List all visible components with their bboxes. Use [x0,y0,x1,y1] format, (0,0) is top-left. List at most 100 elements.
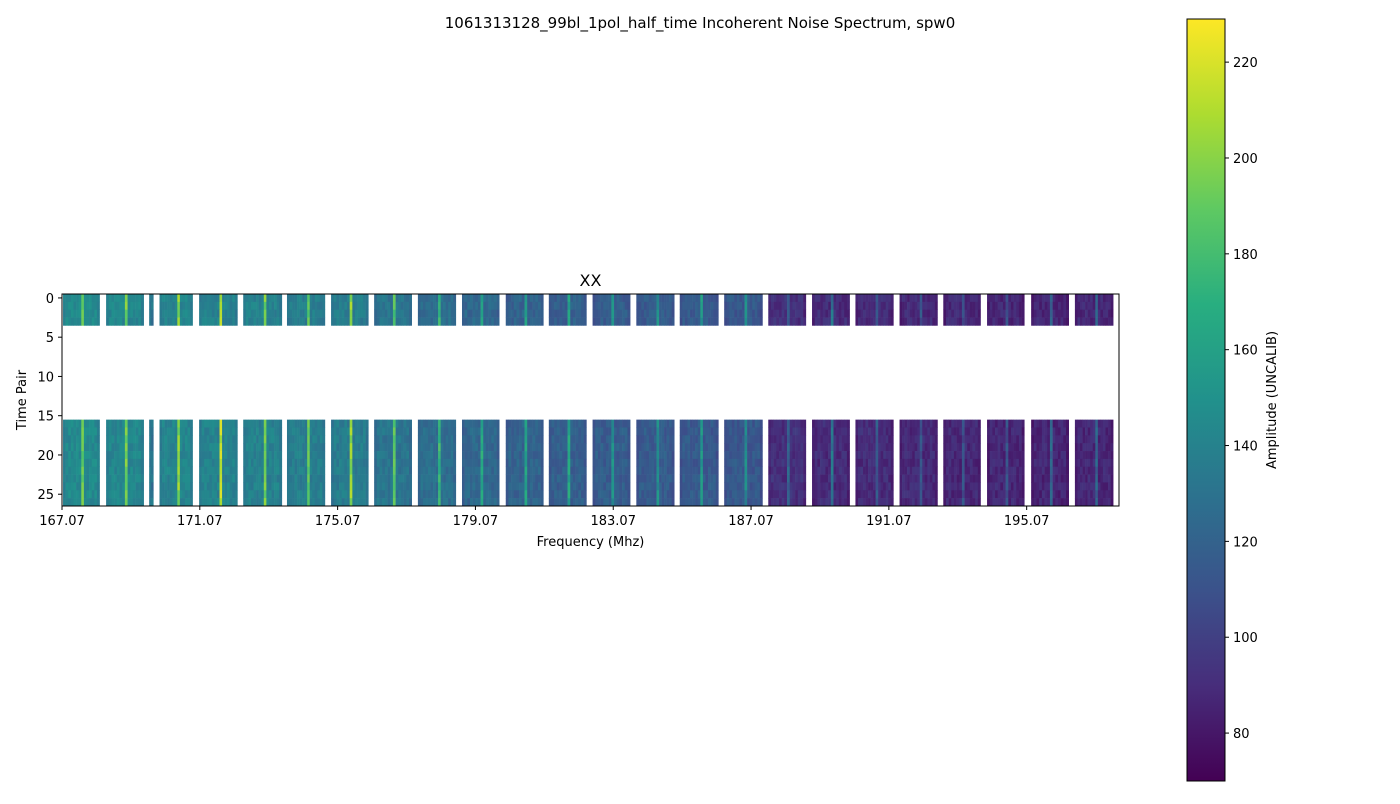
heatmap-cell [1033,294,1037,303]
heatmap-cell [83,474,87,483]
heatmap-cell [461,301,465,310]
heatmap-cell [135,294,139,303]
heatmap-cell [201,419,205,428]
heatmap-cell [184,427,188,436]
heatmap-cell [261,317,265,326]
heatmap-cell [1031,301,1035,310]
heatmap-cell [822,474,826,483]
heatmap-cell [656,443,660,452]
heatmap-cell [710,474,714,483]
heatmap-cell [997,443,1001,452]
heatmap-cell [927,309,931,318]
heatmap-cell [726,419,730,428]
heatmap-cell [687,474,691,483]
heatmap-cell [956,458,960,468]
heatmap-cell [646,301,650,310]
heatmap-cell [627,498,631,507]
heatmap-cell [279,458,283,468]
heatmap-cell [398,294,402,303]
heatmap-cell [836,294,840,303]
heatmap-cell [130,451,134,460]
heatmap-cell [279,301,283,310]
heatmap-cell [1066,451,1069,460]
heatmap-cell [190,294,193,303]
heatmap-cell [924,490,928,499]
heatmap-cell [302,419,305,428]
heatmap-cell [820,317,824,326]
heatmap-cell [89,474,93,483]
heatmap-cell [261,498,265,507]
heatmap-cell [554,294,558,303]
heatmap-cell [263,419,267,428]
heatmap-cell [715,498,719,507]
heatmap-cell [757,451,761,460]
heatmap-cell [253,419,257,428]
heatmap-cell [76,309,79,318]
heatmap-cell [1031,451,1035,460]
heatmap-cell [885,482,889,491]
heatmap-cell [551,451,555,460]
heatmap-cell [661,490,665,499]
heatmap-cell [211,435,215,444]
heatmap-cell [912,490,915,499]
heatmap-cell [890,301,894,310]
heatmap-cell [349,317,353,326]
heatmap-cell [556,474,560,483]
heatmap-cell [708,419,711,428]
heatmap-cell [846,309,850,318]
heatmap-cell [263,482,267,491]
heatmap-cell [450,301,454,310]
heatmap-cell [540,498,544,507]
heatmap-cell [838,309,842,318]
heatmap-cell [992,451,996,460]
heatmap-cell [73,419,77,428]
heatmap-cell [508,490,512,499]
channel-block [592,419,631,507]
heatmap-cell [922,482,926,491]
heatmap-cell [564,466,568,475]
heatmap-cell [271,451,275,460]
heatmap-cell [428,482,431,491]
heatmap-cell [108,490,112,499]
heatmap-cell [972,294,976,303]
heatmap-cell [833,451,837,460]
heatmap-cell [977,294,981,303]
heatmap-cell [1052,427,1056,436]
heatmap-cell [838,458,842,468]
heatmap-cell [964,451,968,460]
heatmap-cell [440,317,444,326]
heatmap-cell [860,474,864,483]
heatmap-cell [164,451,168,460]
heatmap-cell [174,309,178,318]
heatmap-cell [219,301,223,310]
heatmap-cell [333,435,337,444]
heatmap-cell [600,498,604,507]
heatmap-cell [739,451,743,460]
heatmap-cell [219,443,223,452]
heatmap-cell [638,435,642,444]
heatmap-cell [169,309,173,318]
heatmap-cell [878,419,882,428]
heatmap-cell [575,451,579,460]
heatmap-cell [873,427,876,436]
heatmap-cell [331,482,335,491]
heatmap-cell [527,482,531,491]
heatmap-cell [873,443,876,452]
heatmap-cell [679,317,683,326]
heatmap-cell [81,317,85,326]
heatmap-cell [294,458,298,468]
heatmap-cell [524,474,528,483]
heatmap-cell [909,458,913,468]
heatmap-cell [883,451,887,460]
heatmap-cell [409,317,412,326]
heatmap-cell [739,309,743,318]
heatmap-cell [945,309,949,318]
heatmap-cell [636,451,640,460]
heatmap-cell [622,435,626,444]
heatmap-cell [314,466,318,475]
heatmap-cell [554,435,558,444]
heatmap-cell [564,294,568,303]
heatmap-cell [781,435,785,444]
heatmap-cell [857,458,861,468]
heatmap-cell [387,435,391,444]
